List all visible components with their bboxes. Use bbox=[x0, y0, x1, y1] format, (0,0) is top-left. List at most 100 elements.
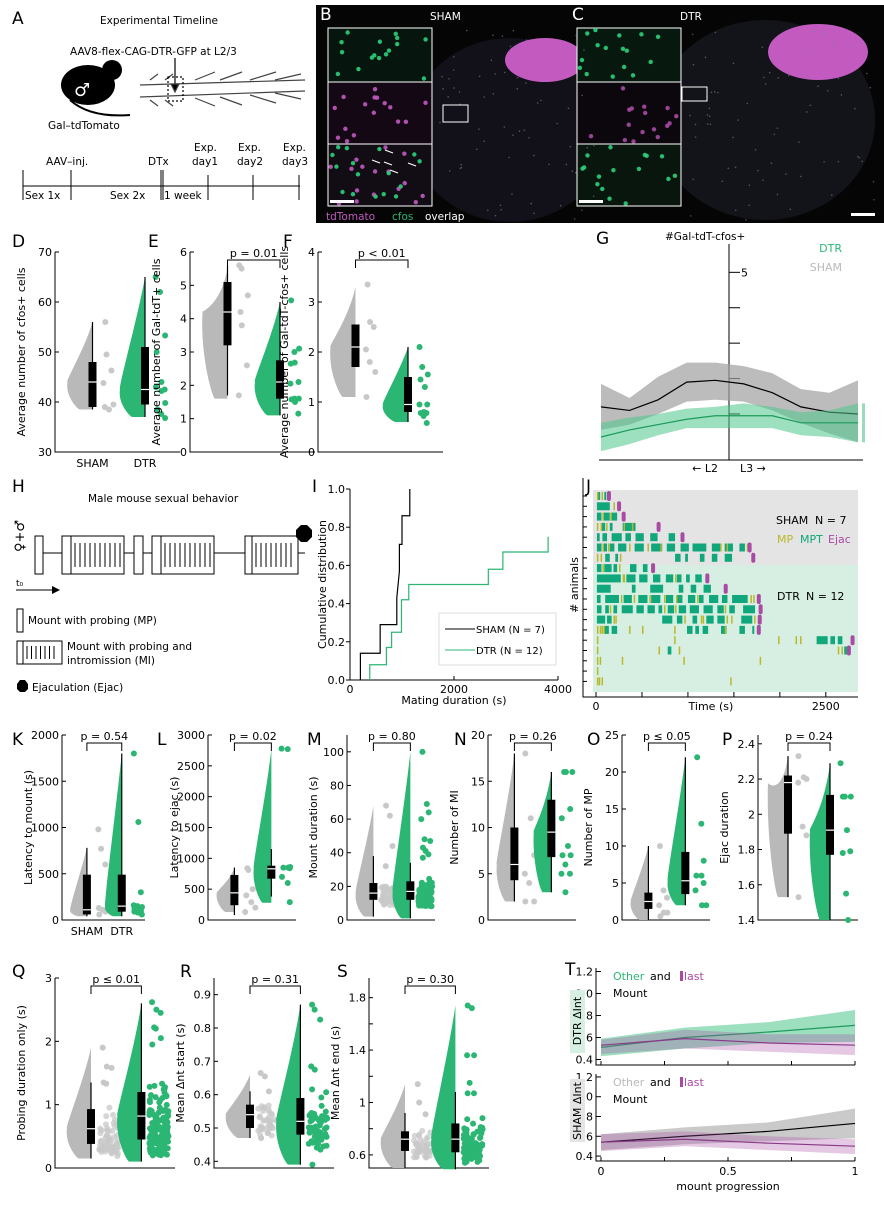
mp-bout bbox=[615, 615, 617, 624]
cell-dot bbox=[377, 146, 382, 152]
cell-dot bbox=[442, 88, 444, 90]
p-value-label: p = 0.02 bbox=[229, 730, 277, 743]
cell-dots bbox=[328, 27, 875, 221]
cell-dot bbox=[376, 55, 382, 61]
y-axis-label: Number of MI bbox=[448, 790, 461, 865]
mouse-label: Gal–tdTomato bbox=[48, 120, 120, 132]
data-point bbox=[414, 1081, 421, 1088]
panel-letter: A bbox=[12, 9, 24, 29]
mpt-bout bbox=[651, 543, 663, 552]
data-point bbox=[163, 1093, 170, 1100]
cell-dot bbox=[611, 167, 616, 173]
timeline-label: Exp. bbox=[283, 142, 306, 154]
cell-dot bbox=[586, 146, 589, 149]
violin-sham bbox=[496, 753, 515, 902]
data-point bbox=[286, 865, 293, 872]
mp-bout bbox=[596, 646, 599, 655]
cell-dot bbox=[517, 46, 520, 49]
data-point bbox=[381, 891, 388, 898]
data-point bbox=[109, 1149, 116, 1156]
legend-other: Other bbox=[613, 970, 645, 983]
box bbox=[510, 827, 519, 881]
data-point bbox=[657, 913, 664, 920]
data-point bbox=[111, 1116, 118, 1123]
legend-dtr: DTR (N = 12) bbox=[476, 646, 543, 657]
data-point bbox=[103, 351, 110, 358]
mpt-bout bbox=[650, 533, 658, 542]
cell-dot bbox=[402, 151, 407, 156]
data-point bbox=[238, 265, 245, 272]
mpt-bout bbox=[703, 605, 713, 614]
data-point bbox=[154, 406, 161, 413]
mp-bout bbox=[664, 605, 666, 614]
mpt-bout bbox=[692, 615, 698, 624]
mpt-bout bbox=[604, 625, 609, 634]
y-tick-label: 0.4 bbox=[328, 598, 346, 611]
data-point bbox=[156, 1104, 163, 1111]
cell-dot bbox=[640, 129, 645, 135]
cell-dot bbox=[413, 199, 419, 205]
mp-bout bbox=[841, 646, 843, 655]
cell-dot bbox=[708, 115, 711, 117]
significance-bracket bbox=[249, 985, 301, 994]
mp-bout bbox=[596, 656, 599, 665]
y-axis-label: Probing duration only (s) bbox=[15, 1005, 28, 1141]
cell-dot bbox=[538, 48, 540, 50]
mp-bout bbox=[684, 615, 686, 624]
data-point bbox=[235, 392, 242, 399]
data-point bbox=[416, 1099, 423, 1106]
cell-dot bbox=[537, 41, 540, 43]
cell-dot bbox=[762, 76, 765, 79]
data-point bbox=[295, 410, 302, 417]
mpt-bout bbox=[596, 564, 602, 573]
data-point bbox=[309, 1001, 316, 1008]
data-point bbox=[161, 1118, 168, 1125]
timeline-label: AAV–inj. bbox=[46, 156, 88, 168]
mpt-bout bbox=[729, 605, 735, 614]
data-point bbox=[847, 793, 854, 800]
data-point bbox=[389, 843, 396, 849]
legend-mount: Mount bbox=[613, 1093, 648, 1106]
data-point bbox=[698, 820, 705, 827]
cell-dot bbox=[585, 31, 590, 36]
data-point bbox=[108, 367, 115, 374]
mpt-bout bbox=[739, 625, 745, 634]
cell-dot bbox=[530, 202, 533, 205]
data-point bbox=[692, 887, 699, 894]
cell-dot bbox=[516, 87, 519, 90]
violin-sham bbox=[216, 868, 235, 912]
data-point bbox=[312, 1132, 319, 1139]
cell-dot bbox=[714, 31, 717, 34]
cell-dot bbox=[374, 95, 380, 100]
chart-r: 0.4 0.5 0.6 0.7 0.8 0.9 Mean Δnt start (s) p = … bbox=[174, 973, 334, 1169]
data-point bbox=[159, 1080, 166, 1087]
mpt-bout bbox=[596, 584, 611, 593]
data-point bbox=[465, 1152, 472, 1159]
ejac-mark bbox=[606, 491, 611, 501]
cell-dot bbox=[762, 179, 764, 182]
data-point bbox=[103, 1080, 110, 1087]
band-dtr bbox=[601, 403, 858, 452]
data-point bbox=[98, 1127, 105, 1134]
cell-dot bbox=[534, 56, 537, 59]
y-tick-label: 0 bbox=[308, 446, 315, 459]
cell-dot bbox=[692, 178, 694, 181]
mpt-bout bbox=[752, 625, 755, 634]
mp-bout bbox=[622, 574, 625, 583]
mp-bout bbox=[778, 636, 780, 645]
data-point bbox=[163, 1101, 170, 1108]
p-value-label: p = 0.24 bbox=[785, 730, 833, 743]
mp-bout bbox=[664, 595, 666, 603]
mp-bout bbox=[629, 543, 631, 552]
data-point bbox=[268, 1111, 275, 1118]
mp-bout bbox=[731, 615, 733, 624]
axis-lines bbox=[595, 968, 855, 1066]
cell-dot bbox=[567, 107, 570, 110]
cell-dot bbox=[813, 30, 816, 33]
y-tick-label: 0.2 bbox=[328, 636, 346, 649]
cell-dot bbox=[706, 114, 709, 116]
y-tick-label: 0.4 bbox=[576, 1054, 594, 1067]
significance-bracket bbox=[404, 985, 456, 994]
mp-bout bbox=[619, 553, 622, 562]
line-last bbox=[600, 1037, 856, 1046]
